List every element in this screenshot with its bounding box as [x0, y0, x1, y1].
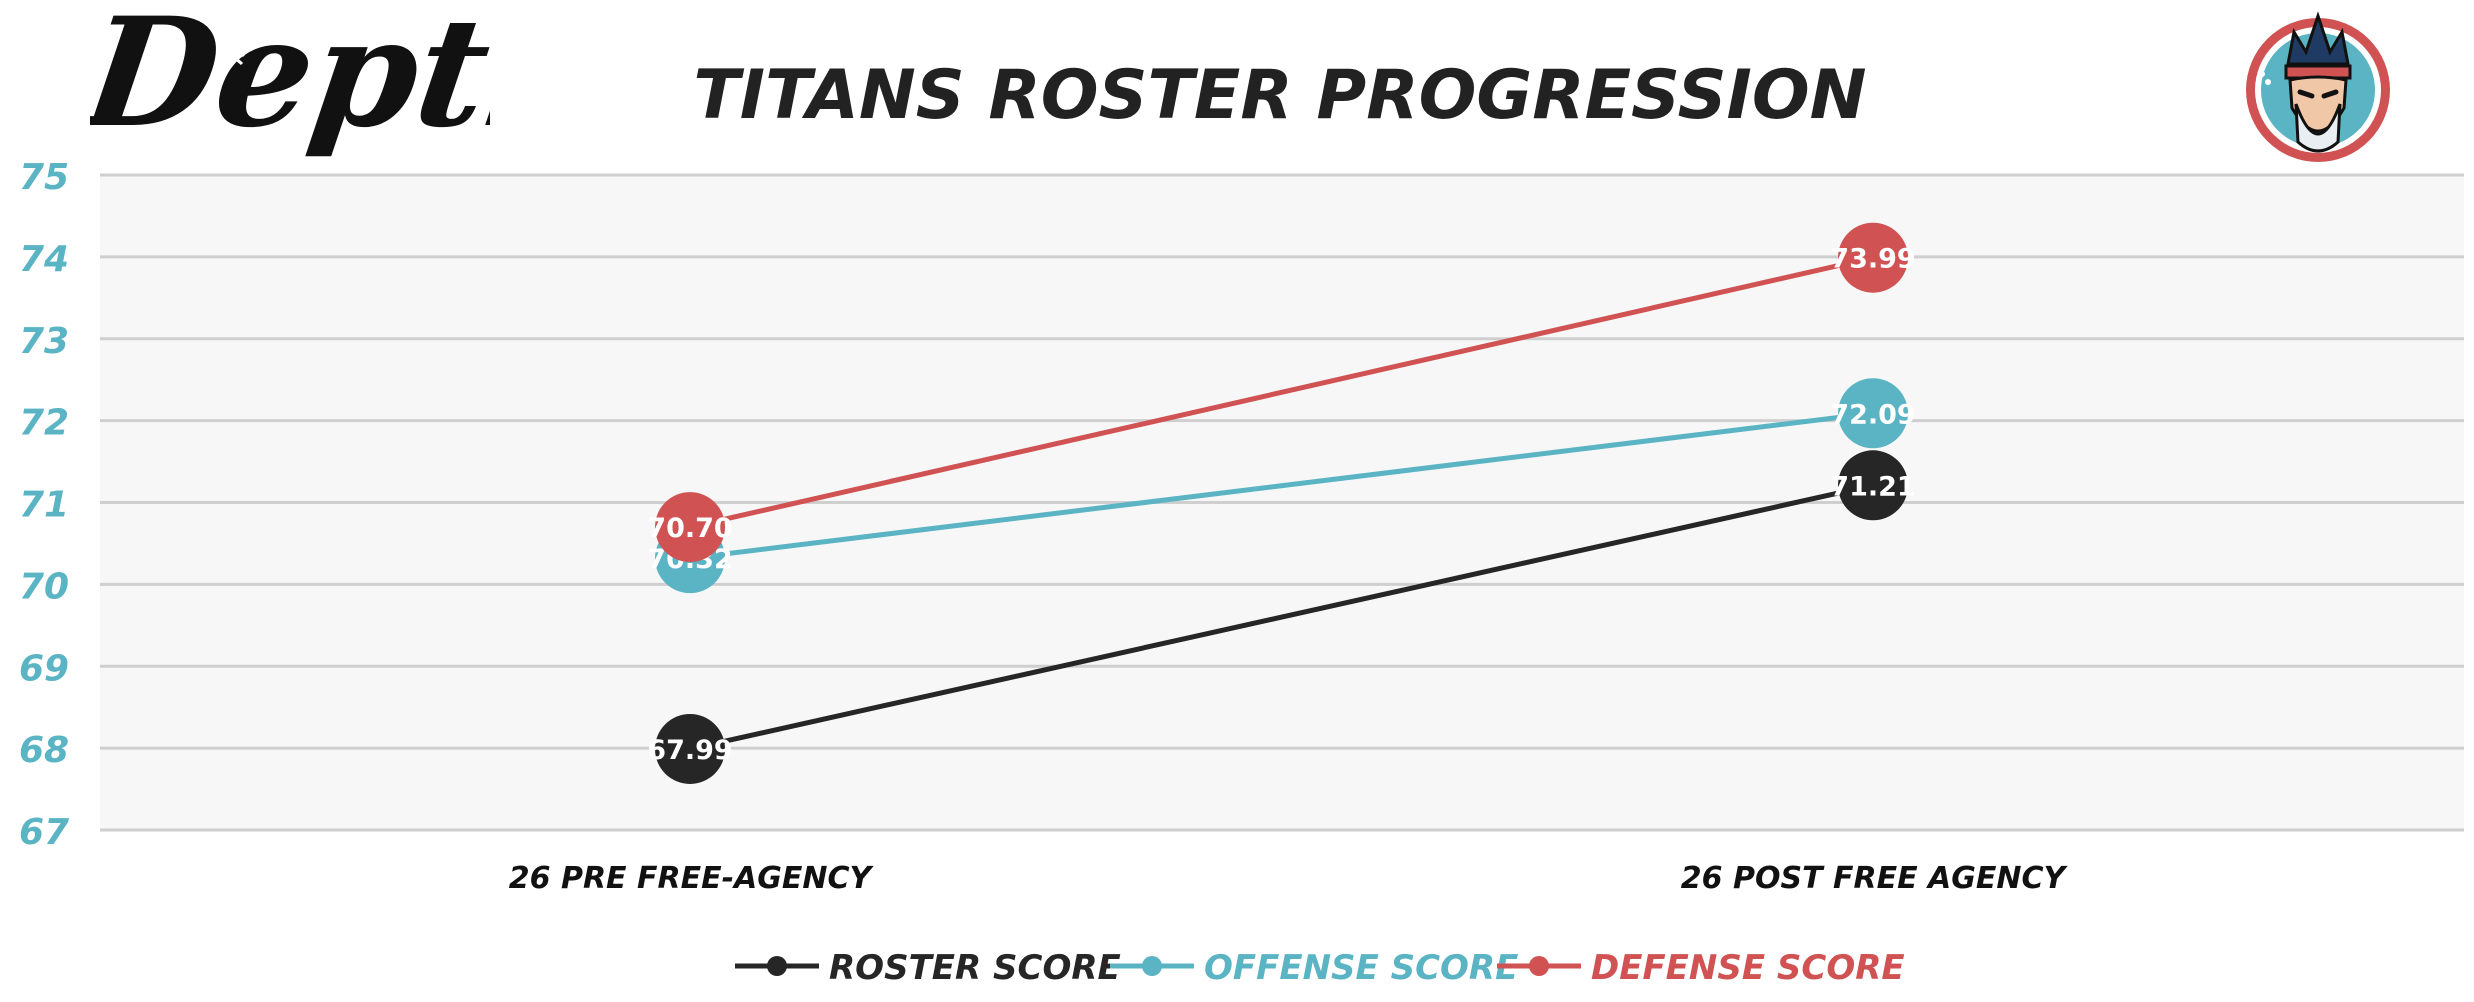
depth-logo: Depth	[90, 0, 490, 161]
x-tick-label: 26 PRE FREE-AGENCY	[509, 861, 875, 896]
defense-score-data-label: 70.70	[647, 513, 732, 544]
roster-score-line	[689, 482, 1874, 752]
y-tick-label: 75	[19, 157, 69, 198]
y-tick-label: 69	[19, 648, 69, 689]
legend-label: OFFENSE SCORE	[1204, 948, 1518, 988]
y-tick-label: 68	[19, 730, 69, 771]
legend-item-roster-score: ROSTER SCORE	[735, 948, 1121, 988]
roster-score-point	[655, 713, 725, 784]
defense-score-point	[655, 492, 725, 563]
y-tick-label: 70	[19, 566, 69, 607]
legend-point-marker	[767, 956, 787, 976]
offense-score-data-label: 72.09	[1830, 399, 1915, 430]
offense-score-line	[689, 410, 1874, 561]
y-tick-label: 73	[19, 321, 69, 362]
y-tick-label: 67	[19, 812, 69, 853]
y-tick-label: 72	[19, 403, 69, 444]
legend-item-offense-score: OFFENSE SCORE	[1110, 948, 1518, 988]
legend-item-defense-score: DEFENSE SCORE	[1497, 948, 1905, 988]
y-tick-label: 74	[19, 239, 69, 280]
offense-score-point	[1838, 378, 1908, 449]
y-tick-label: 71	[19, 485, 69, 526]
defense-score-data-label: 73.99	[1830, 244, 1915, 275]
defense-score-point	[1838, 222, 1908, 293]
roster-score-point	[1838, 450, 1908, 521]
legend-point-marker	[1529, 956, 1549, 976]
x-tick-label: 26 POST FREE AGENCY	[1681, 861, 2069, 896]
roster-score-data-label: 67.99	[647, 735, 732, 766]
chart-title: TITANS ROSTER PROGRESSION	[693, 56, 1866, 135]
legend-label: DEFENSE SCORE	[1591, 948, 1905, 988]
defense-score-line	[689, 255, 1874, 530]
roster-score-data-label: 71.21	[1830, 471, 1915, 502]
titans-king-logo-icon	[2246, 11, 2390, 162]
legend-point-marker	[1142, 956, 1162, 976]
baseball-stitch-icon	[209, 20, 247, 66]
depth-logo-text: Depth	[90, 0, 490, 161]
legend-label: ROSTER SCORE	[829, 948, 1121, 988]
